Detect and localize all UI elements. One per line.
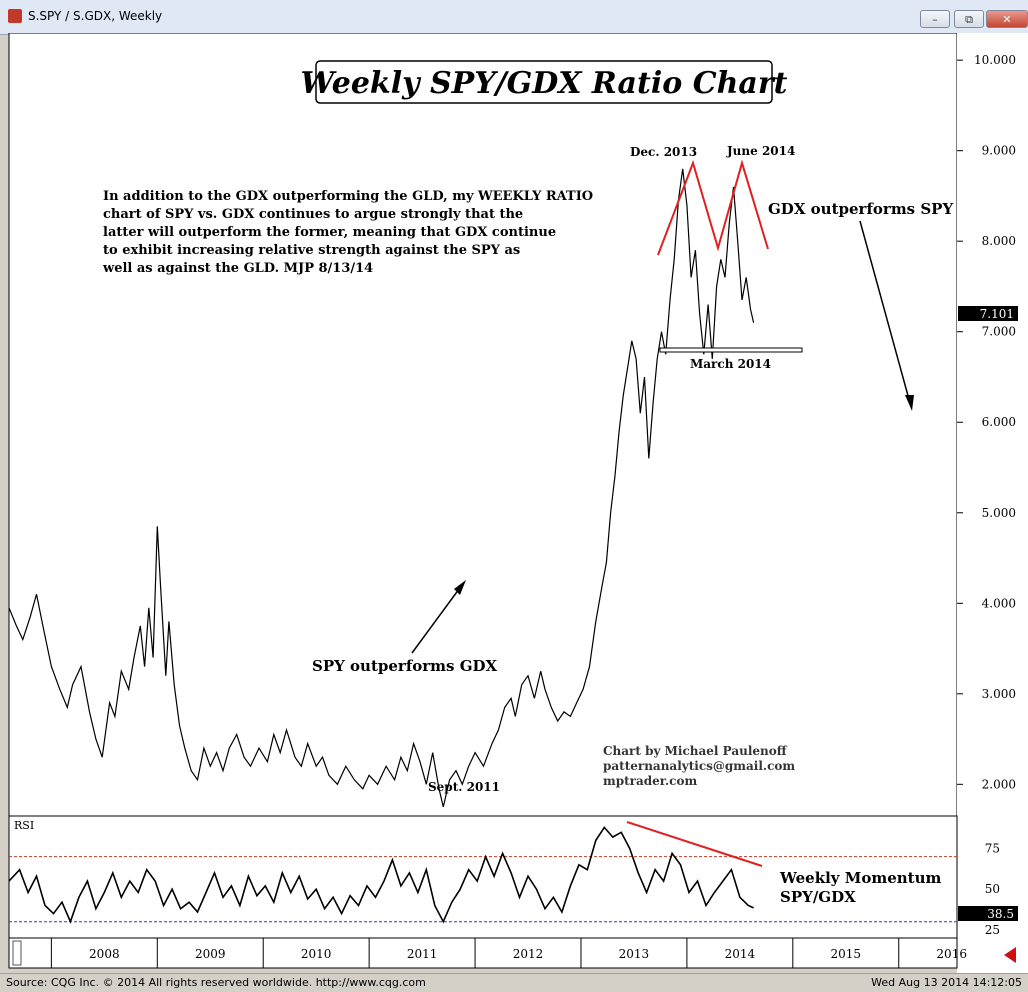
window-title: S.SPY / S.GDX, Weekly	[28, 9, 163, 23]
x-tick-label: 2016	[936, 947, 967, 961]
description-line: latter will outperform the former, meani…	[103, 225, 556, 240]
window-titlebar: S.SPY / S.GDX, Weekly – ⧉ ✕	[0, 0, 1028, 35]
description-line: well as against the GLD. MJP 8/13/14	[102, 261, 373, 276]
price-panel	[8, 33, 958, 817]
title-box	[315, 60, 773, 104]
x-tick-label: 2013	[619, 947, 650, 961]
description-line: chart of SPY vs. GDX continues to argue …	[103, 207, 523, 222]
y-tick-label: 10.000	[974, 53, 1016, 67]
source-text: Source: CQG Inc. © 2014 All rights reser…	[6, 976, 426, 989]
scroll-handle[interactable]	[12, 940, 22, 966]
rsi-divergence-line	[626, 821, 763, 867]
price-axis-panel	[957, 33, 1028, 973]
chart-title: Weekly SPY/GDX Ratio Chart	[301, 66, 788, 101]
y-tick-label: 6.000	[982, 415, 1016, 429]
app-icon	[8, 9, 22, 23]
status-bar: Source: CQG Inc. © 2014 All rights reser…	[0, 973, 1028, 992]
down-arrow-line	[859, 220, 911, 404]
gdx-outperforms-label: GDX outperforms SPY	[768, 200, 953, 218]
march-2014-label: March 2014	[690, 357, 771, 371]
date-x-axis: 2008 2009 2010 2011 2012 2013 2014 2015 2016	[50, 938, 967, 968]
credit-email: patternanalytics@gmail.com	[603, 759, 795, 773]
rsi-annotation: Weekly Momentum SPY/GDX	[779, 869, 942, 906]
june-2014-label: June 2014	[726, 144, 795, 158]
description-line: In addition to the GDX outperforming the…	[103, 189, 593, 204]
rsi-last-value-tag	[958, 906, 1018, 921]
restore-button[interactable]: ⧉	[954, 10, 984, 28]
rsi-tick-label: 75	[985, 842, 1000, 856]
sept-2011-label: Sept. 2011	[428, 780, 500, 794]
rsi-last-value: 38.5	[987, 907, 1014, 921]
x-tick-label: 2014	[725, 947, 756, 961]
x-tick-label: 2009	[195, 947, 226, 961]
spy-outperforms-label: SPY outperforms GDX	[312, 657, 498, 675]
up-arrow-line	[411, 584, 463, 654]
description-text: In addition to the GDX outperforming the…	[102, 189, 593, 276]
scroll-left-arrow-icon[interactable]	[1004, 947, 1016, 963]
rsi-tick-label: 25	[985, 923, 1000, 937]
y-tick-label: 2.000	[982, 777, 1016, 791]
price-y-axis: 10.000 9.000 8.000 7.000 6.000 5.000 4.000 3.00…	[957, 53, 1016, 791]
y-tick-label: 4.000	[982, 596, 1016, 610]
y-tick-label: 3.000	[982, 687, 1016, 701]
description-line: to exhibit increasing relative strength …	[103, 243, 520, 258]
rsi-y-axis: 75 50 25	[985, 842, 1000, 937]
x-tick-label: 2015	[831, 947, 862, 961]
down-arrow-head	[905, 395, 914, 411]
y-tick-label: 5.000	[982, 506, 1016, 520]
y-tick-label: 7.000	[982, 325, 1016, 339]
rsi-annotation-line: SPY/GDX	[780, 888, 856, 906]
y-tick-label: 8.000	[982, 234, 1016, 248]
x-tick-label: 2010	[301, 947, 332, 961]
x-tick-label: 2011	[407, 947, 438, 961]
x-tick-label: 2012	[513, 947, 544, 961]
date-axis-panel	[8, 937, 958, 969]
credit-author: Chart by Michael Paulenoff	[603, 744, 788, 758]
minimize-button[interactable]: –	[920, 10, 950, 28]
dec-2013-label: Dec. 2013	[630, 145, 697, 159]
rsi-panel	[8, 815, 958, 939]
credit-site: mptrader.com	[603, 774, 697, 788]
rsi-label: RSI	[14, 819, 34, 832]
double-top-pattern	[657, 159, 769, 256]
timestamp-text: Wed Aug 13 2014 14:12:05	[871, 976, 1022, 989]
x-tick-label: 2008	[89, 947, 120, 961]
rsi-series-line	[8, 826, 754, 924]
support-box	[659, 347, 803, 353]
up-arrow-head	[454, 580, 466, 595]
rsi-annotation-line: Weekly Momentum	[779, 869, 942, 887]
price-last-value: 7.101	[980, 307, 1014, 321]
y-tick-label: 9.000	[982, 144, 1016, 158]
rsi-tick-label: 50	[985, 882, 1000, 896]
close-button[interactable]: ✕	[986, 10, 1028, 28]
price-last-value-tag	[958, 306, 1018, 321]
chart-area: Weekly SPY/GDX Ratio Chart In addition t…	[8, 33, 1028, 973]
